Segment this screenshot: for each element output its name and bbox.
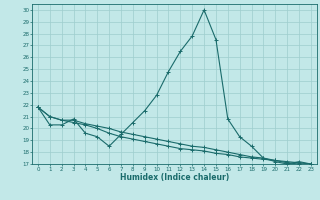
X-axis label: Humidex (Indice chaleur): Humidex (Indice chaleur) [120,173,229,182]
